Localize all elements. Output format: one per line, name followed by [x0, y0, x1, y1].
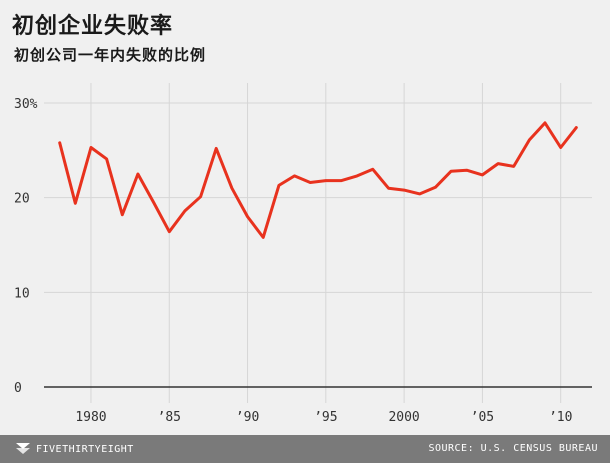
brand: FIVETHIRTYEIGHT: [16, 443, 134, 455]
y-tick-label: 20: [14, 192, 30, 207]
chart-title: 初创企业失败率: [12, 14, 174, 39]
y-tick-label: 10: [14, 286, 30, 301]
x-tick-label: ’85: [158, 410, 181, 425]
fivethirtyeight-logo-icon: [16, 443, 30, 454]
x-tick-label: 2000: [388, 410, 419, 425]
y-tick-label: 0: [14, 381, 22, 396]
y-tick-label: 30%: [14, 97, 38, 112]
series-line: [58, 121, 578, 239]
x-tick-label: ’05: [471, 410, 494, 425]
chart-subtitle: 初创公司一年内失败的比例: [14, 46, 207, 64]
x-tick-label: ’10: [549, 410, 572, 425]
x-tick-label: ’90: [236, 410, 259, 425]
x-tick-label: 1980: [75, 410, 106, 425]
x-tick-label: ’95: [314, 410, 337, 425]
brand-label: FIVETHIRTYEIGHT: [36, 443, 134, 455]
source-label: SOURCE: U.S. CENSUS BUREAU: [428, 443, 598, 454]
line-chart: 0 10 20 30% 1980 ’85 ’90 ’95 2000 ’05 ’10: [14, 83, 592, 425]
footer-bar: FIVETHIRTYEIGHT SOURCE: U.S. CENSUS BURE…: [0, 435, 610, 463]
